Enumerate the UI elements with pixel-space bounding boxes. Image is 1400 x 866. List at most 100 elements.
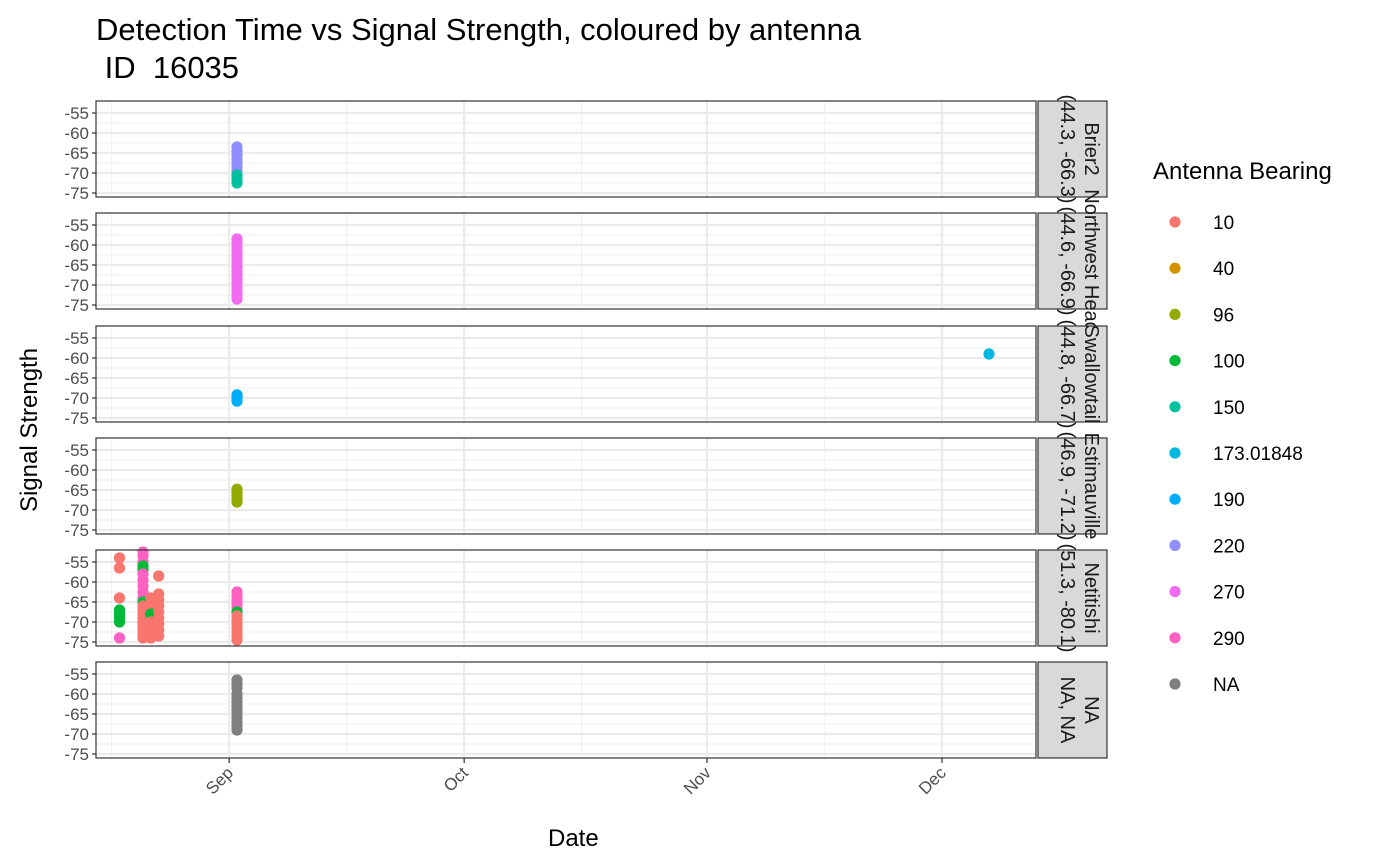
legend-label: 10 — [1213, 213, 1234, 234]
data-point — [113, 616, 126, 628]
x-tick-label: Oct — [440, 763, 472, 795]
legend-swatch — [1169, 308, 1181, 320]
legend-item: 220 — [1169, 536, 1245, 557]
legend-title: Antenna Bearing — [1153, 158, 1332, 185]
y-tick-label: -75 — [64, 409, 89, 428]
legend-swatch — [1169, 586, 1181, 598]
facet-strip-coordinates: (44.6, -66.9) — [1056, 207, 1078, 316]
y-tick-label: -55 — [64, 329, 89, 348]
data-point — [231, 395, 243, 407]
legend-swatch — [1169, 355, 1181, 367]
legend-item: 100 — [1169, 352, 1245, 373]
y-tick-label: -55 — [64, 104, 89, 123]
facet-strip — [1037, 549, 1108, 647]
data-point — [153, 630, 165, 642]
panel-background — [96, 438, 1036, 534]
legend-item: 190 — [1169, 490, 1245, 511]
legend-swatch — [1169, 262, 1181, 274]
facet-strip — [1037, 325, 1108, 423]
panel-border — [95, 100, 1037, 198]
data-point — [153, 570, 165, 582]
y-tick-label: -70 — [64, 613, 89, 632]
data-point — [231, 293, 243, 305]
legend-item: 96 — [1169, 305, 1234, 326]
legend-item: 40 — [1169, 259, 1234, 280]
legend-label: 100 — [1213, 352, 1245, 373]
facet-strip-label: NA — [1080, 696, 1102, 724]
data-point — [113, 552, 126, 564]
y-tick-label: -60 — [64, 349, 89, 368]
legend-swatch — [1169, 216, 1181, 228]
y-tick-label: -55 — [64, 216, 89, 235]
facet-strip — [1037, 437, 1108, 535]
data-point — [983, 348, 995, 360]
y-tick-label: -75 — [64, 745, 89, 764]
facet-panel: -55-60-65-70-75 Swallowtail(44.8, -66.7) — [64, 320, 1108, 428]
facet-strip-label: Swallowtail — [1080, 325, 1102, 424]
x-axis: Sep Oct Nov Dec — [202, 758, 950, 798]
facet-strip-coordinates: (44.3, -66.3) — [1056, 95, 1078, 204]
legend-item: 270 — [1169, 583, 1245, 604]
panel-background — [96, 550, 1036, 646]
y-tick-label: -65 — [64, 144, 89, 163]
panel-border — [95, 661, 1037, 759]
y-tick-label: -75 — [64, 633, 89, 652]
facet-panel: -55-60-65-70-75 Estimauville(46.9, -71.2) — [64, 432, 1108, 540]
data-point — [231, 634, 243, 646]
data-point — [113, 592, 126, 604]
facet-panel: -55-60-65-70-75 Northwest Head(44.6, -66.… — [64, 189, 1108, 333]
y-tick-label: -65 — [64, 256, 89, 275]
x-tick-label: Nov — [680, 763, 715, 798]
legend-label: 173.01848 — [1213, 444, 1303, 465]
y-tick-label: -65 — [64, 369, 89, 388]
panel-background — [96, 101, 1036, 197]
y-tick-label: -75 — [64, 184, 89, 203]
chart-title: Detection Time vs Signal Strength, colou… — [96, 12, 862, 47]
data-point — [113, 562, 126, 574]
legend-swatch — [1169, 493, 1181, 505]
facet-panel: -55-60-65-70-75 Netitishi(51.3, -80.1) — [64, 544, 1108, 653]
facet-strip-label: Netitishi — [1080, 562, 1102, 633]
legend-label: 220 — [1213, 536, 1245, 557]
facet-strip-coordinates: NA, NA — [1056, 677, 1078, 744]
legend-item: 150 — [1169, 398, 1245, 419]
facet-strip-label: Brier2 — [1080, 122, 1102, 175]
y-tick-label: -60 — [64, 573, 89, 592]
legend-label: 40 — [1213, 259, 1234, 280]
y-tick-label: -70 — [64, 389, 89, 408]
data-point — [231, 177, 243, 189]
x-tick-label: Dec — [915, 763, 950, 798]
data-point — [231, 496, 243, 508]
data-point — [113, 632, 126, 644]
chart-subtitle: ID 16035 — [96, 50, 239, 85]
panel-background — [96, 213, 1036, 309]
legend-swatch — [1169, 678, 1181, 690]
legend-label: NA — [1213, 675, 1240, 696]
data-point — [145, 600, 157, 612]
y-tick-label: -60 — [64, 236, 89, 255]
data-point — [231, 724, 243, 736]
y-tick-label: -65 — [64, 705, 89, 724]
facet-strip — [1037, 212, 1108, 310]
y-tick-label: -75 — [64, 296, 89, 315]
y-tick-label: -55 — [64, 441, 89, 460]
legend-label: 190 — [1213, 490, 1245, 511]
x-tick-label: Sep — [202, 763, 237, 798]
y-tick-label: -65 — [64, 481, 89, 500]
facet-strip-coordinates: (51.3, -80.1) — [1056, 544, 1078, 653]
y-tick-label: -60 — [64, 685, 89, 704]
legend-label: 150 — [1213, 398, 1245, 419]
x-axis-title: Date — [548, 825, 599, 852]
panel-background — [96, 662, 1036, 758]
panel-border — [95, 549, 1037, 647]
y-tick-label: -70 — [64, 725, 89, 744]
y-tick-label: -70 — [64, 501, 89, 520]
legend: Antenna Bearing 10 40 96 100 150 173.01848 190… — [1153, 158, 1332, 696]
panel-border — [95, 325, 1037, 423]
y-tick-label: -55 — [64, 553, 89, 572]
facet-strip-label: Northwest Head — [1080, 189, 1102, 332]
legend-item: 10 — [1169, 213, 1234, 234]
facet-panel: -55-60-65-70-75 Brier2(44.3, -66.3) — [64, 95, 1108, 204]
